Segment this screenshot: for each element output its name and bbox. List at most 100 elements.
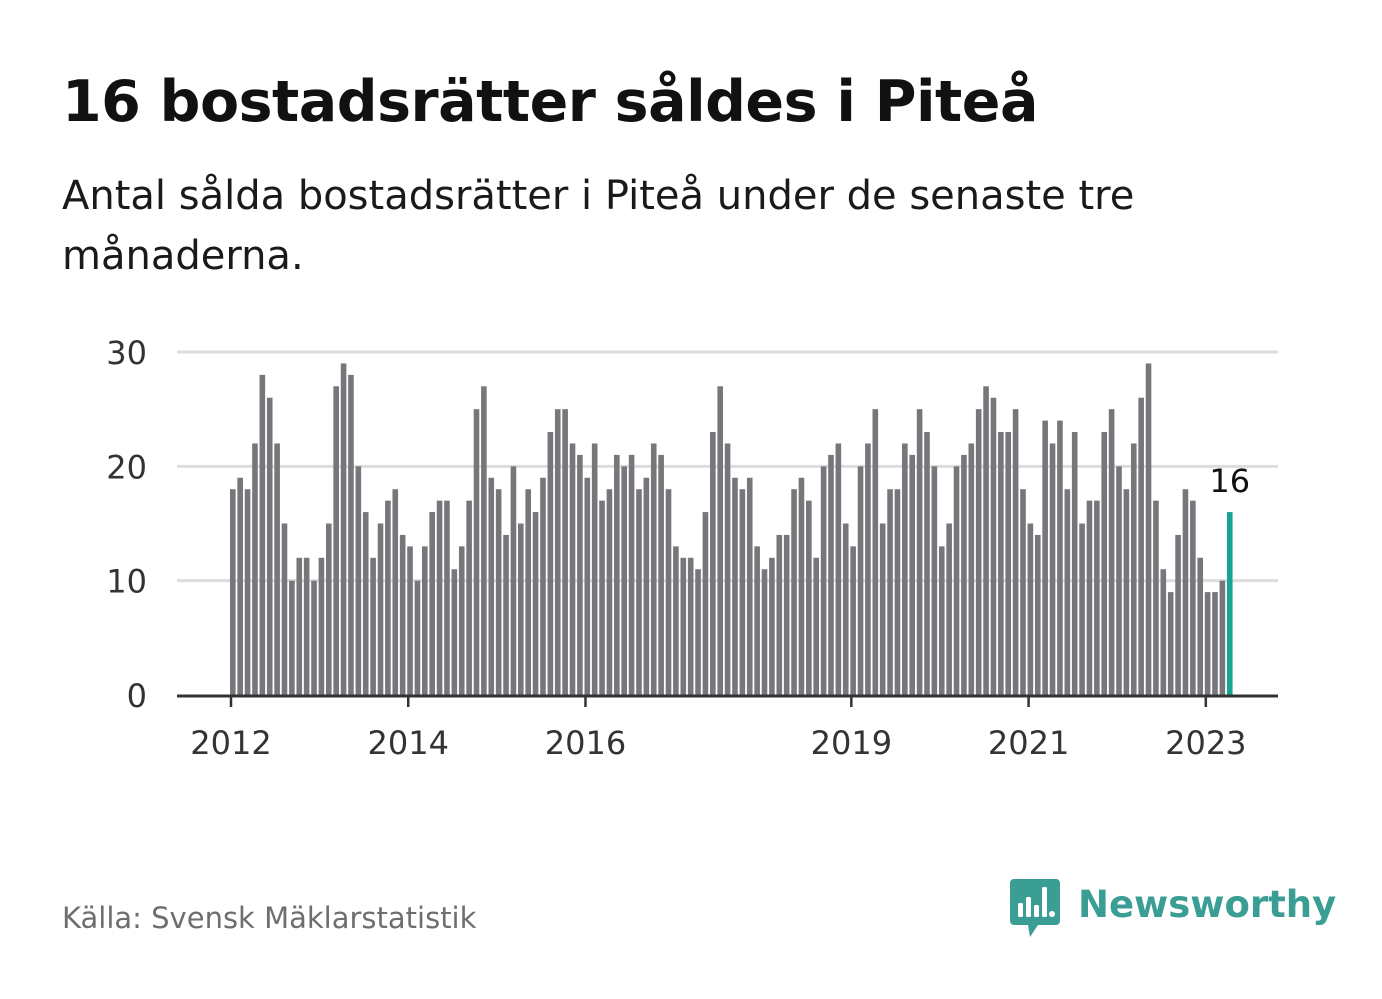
bar: [1108, 409, 1115, 695]
last-value-label: 16: [1209, 462, 1250, 500]
bar: [842, 523, 849, 695]
bar: [466, 500, 472, 695]
bar: [274, 443, 280, 695]
bar: [746, 477, 753, 695]
x-tick-label: 2014: [368, 724, 449, 762]
bar: [1138, 397, 1144, 695]
bar: [532, 512, 539, 695]
newsworthy-logo-icon: [1010, 879, 1060, 937]
bar: [938, 546, 945, 695]
y-tick-label: 20: [106, 448, 147, 486]
bar: [252, 443, 258, 695]
bar: [850, 546, 856, 695]
bar: [1049, 443, 1056, 695]
bar: [1020, 489, 1026, 695]
bar: [547, 432, 554, 695]
bar: [621, 466, 627, 695]
bar: [710, 432, 716, 695]
bar: [783, 534, 790, 695]
bar: [946, 523, 952, 695]
bar: [591, 443, 598, 695]
bar: [798, 477, 805, 695]
bar: [540, 477, 546, 695]
bar: [1204, 592, 1211, 695]
bar: [407, 546, 413, 695]
bar: [1042, 420, 1048, 695]
bar: [820, 466, 827, 695]
bar: [444, 500, 450, 695]
bar: [1094, 500, 1100, 695]
bar: [1153, 500, 1159, 695]
bar: [658, 454, 664, 695]
bar: [1212, 592, 1218, 695]
bar: [857, 466, 864, 695]
bar: [473, 409, 480, 695]
bar: [348, 374, 354, 695]
bars: [230, 363, 1233, 695]
bar: [724, 443, 731, 695]
bar: [687, 557, 694, 695]
bar: [1190, 500, 1196, 695]
bar-chart: 0 10 20 30 2012 2014 2016 2019 2021 2023 16: [106, 334, 1278, 762]
bar: [776, 534, 783, 695]
bar: [481, 386, 487, 695]
bar: [931, 466, 938, 695]
bar: [554, 409, 561, 695]
bar: [429, 512, 435, 695]
bar: [1197, 557, 1204, 695]
bar: [761, 569, 768, 695]
bar: [879, 523, 886, 695]
bar: [835, 443, 842, 695]
bar: [865, 443, 871, 695]
bar: [643, 477, 650, 695]
bar: [754, 546, 760, 695]
bar: [872, 409, 879, 695]
bar: [953, 466, 960, 695]
brand-name: Newsworthy: [1078, 883, 1337, 926]
bar: [702, 512, 709, 695]
bar: [385, 500, 391, 695]
bar: [887, 489, 893, 695]
bar: [1005, 432, 1012, 695]
bar: [377, 523, 384, 695]
bar: [370, 557, 376, 695]
bar: [732, 477, 738, 695]
bar: [230, 489, 236, 695]
bar: [1057, 420, 1063, 695]
bar: [717, 386, 724, 695]
bar: [1012, 409, 1019, 695]
bar: [414, 580, 421, 695]
bar: [628, 454, 635, 695]
bar: [311, 580, 317, 695]
bar: [525, 489, 531, 695]
bar: [1130, 443, 1137, 695]
y-tick-label: 10: [106, 563, 147, 601]
y-tick-label: 0: [127, 677, 147, 715]
bar: [1175, 534, 1181, 695]
chart-subtitle: Antal sålda bostadsrätter i Piteå under …: [62, 173, 1135, 279]
bar: [1071, 432, 1078, 695]
y-tick-label: 30: [106, 334, 147, 372]
bar: [673, 546, 679, 695]
x-tick-label: 2019: [811, 724, 892, 762]
bar: [266, 397, 273, 695]
bar: [355, 466, 362, 695]
bar: [503, 534, 509, 695]
bar: [569, 443, 576, 695]
bar: [909, 454, 916, 695]
bar: [1027, 523, 1034, 695]
bar: [924, 432, 930, 695]
bar: [650, 443, 657, 695]
bar: [259, 374, 266, 695]
bar: [806, 500, 812, 695]
bar: [1101, 432, 1108, 695]
source-note: Källa: Svensk Mäklarstatistik: [62, 901, 477, 935]
bar: [340, 363, 347, 695]
bar: [237, 477, 243, 695]
bar: [606, 489, 613, 695]
bar: [495, 489, 502, 695]
bar: [1219, 580, 1226, 695]
bar: [458, 546, 465, 695]
bar: [362, 512, 369, 695]
bar: [695, 569, 701, 695]
